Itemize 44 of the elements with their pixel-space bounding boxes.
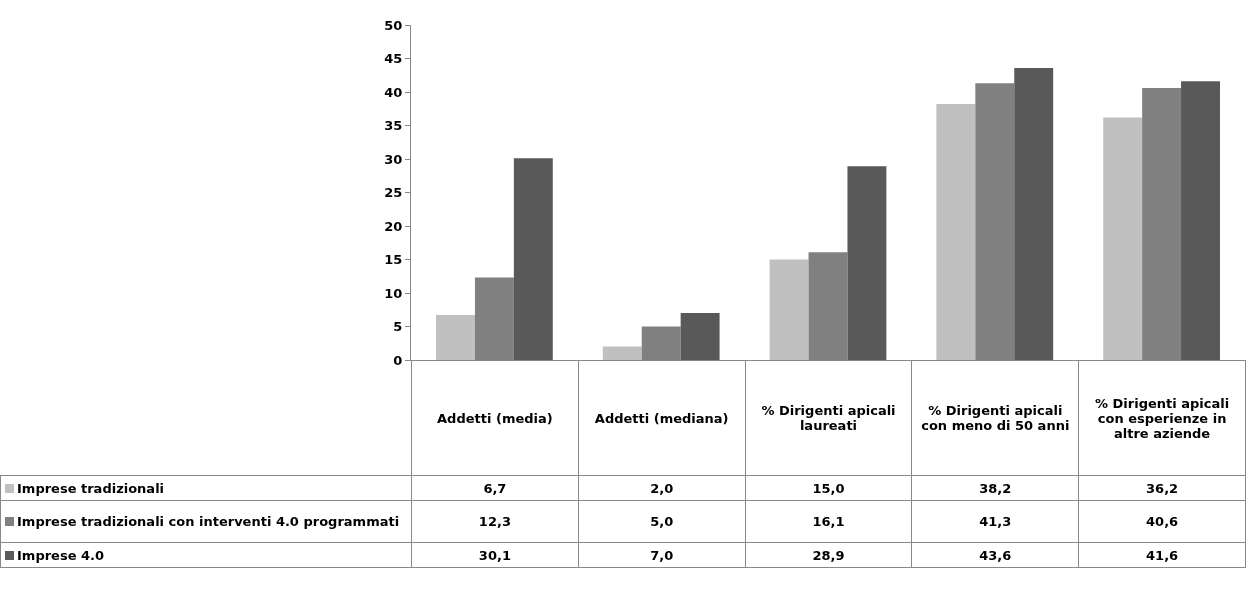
x-tick-label: Addetti (media) — [411, 360, 579, 476]
y-tick-label: 10 — [384, 285, 403, 301]
bar — [513, 158, 553, 360]
bar — [602, 346, 642, 360]
bar — [1103, 117, 1143, 360]
bar — [769, 259, 809, 360]
data-label: 16,1 — [745, 500, 912, 543]
y-tick-label: 45 — [384, 51, 403, 67]
y-tick-label: 30 — [384, 151, 403, 167]
data-label: 15,0 — [745, 475, 912, 501]
y-tick-label: 20 — [384, 218, 403, 234]
data-label: 41,6 — [1078, 542, 1246, 568]
y-tick-label: 5 — [393, 319, 403, 335]
data-label: 41,3 — [911, 500, 1079, 543]
data-label: 7,0 — [578, 542, 746, 568]
bar — [680, 313, 720, 360]
bar — [1014, 67, 1054, 360]
bar — [436, 315, 475, 360]
data-label: 30,1 — [411, 542, 579, 568]
x-tick-label: % Dirigenti apicali con esperienze in altre aziende — [1078, 360, 1246, 476]
legend-label: Imprese tradizionali — [17, 480, 165, 496]
data-label: 2,0 — [578, 475, 746, 501]
y-tick-label: 35 — [384, 118, 403, 134]
data-label: 12,3 — [411, 500, 579, 543]
data-label: 6,7 — [411, 475, 579, 501]
data-label: 38,2 — [911, 475, 1079, 501]
x-tick-label: Addetti (mediana) — [578, 360, 746, 476]
y-tick-label: 25 — [384, 185, 403, 201]
legend-label: Imprese 4.0 — [17, 547, 105, 563]
data-label: 36,2 — [1078, 475, 1246, 501]
data-label: 40,6 — [1078, 500, 1246, 543]
bar — [936, 104, 976, 360]
x-tick-label: % Dirigenti apicali con meno di 50 anni — [911, 360, 1079, 476]
legend-label: Imprese tradizionali con interventi 4.0 programmati — [17, 514, 400, 529]
data-label: 43,6 — [911, 542, 1079, 568]
y-tick-label: 0 — [393, 352, 403, 368]
data-label: 5,0 — [578, 500, 746, 543]
bar — [1181, 81, 1220, 360]
bar — [847, 166, 887, 360]
x-tick-label: % Dirigenti apicali laureati — [745, 360, 912, 476]
y-tick-label: 50 — [384, 17, 403, 33]
y-tick-label: 15 — [384, 252, 403, 268]
y-tick-label: 40 — [384, 84, 403, 100]
data-label: 28,9 — [745, 542, 912, 568]
